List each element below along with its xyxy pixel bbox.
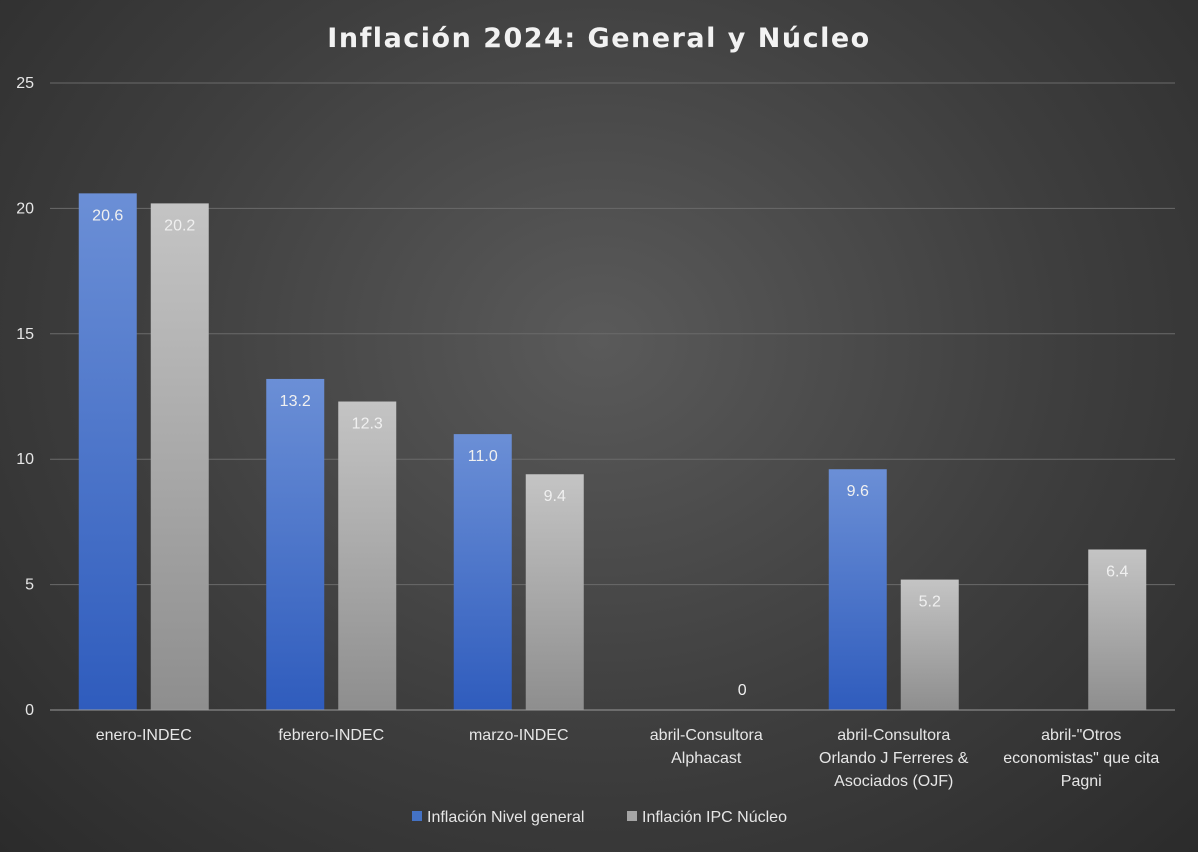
data-label: 20.2 <box>164 217 195 234</box>
legend-swatch <box>412 811 422 821</box>
chart-title: Inflación 2024: General y Núcleo <box>327 23 870 54</box>
bar <box>453 434 512 710</box>
x-category-label: Pagni <box>1061 773 1102 790</box>
data-label: 9.4 <box>544 488 566 505</box>
data-labels-layer: 20.6 20.2 13.2 12.3 11.0 9.4 0 9.6 5.2 6.4 <box>92 207 1128 699</box>
x-category-label: Orlando J Ferreres & <box>819 750 969 767</box>
x-category-label: febrero-INDEC <box>278 727 384 744</box>
data-label: 6.4 <box>1106 563 1128 580</box>
legend-label: Inflación Nivel general <box>427 809 584 826</box>
x-category-label: enero-INDEC <box>96 727 192 744</box>
data-label: 11.0 <box>468 448 498 465</box>
grid-layer <box>50 82 1175 586</box>
legend: Inflación Nivel general Inflación IPC Núc… <box>412 809 787 826</box>
bar <box>150 203 209 710</box>
bar <box>338 401 397 710</box>
data-label: 13.2 <box>280 393 311 410</box>
y-tick-label: 15 <box>16 326 34 343</box>
bars-layer <box>78 193 1147 711</box>
bar <box>1088 549 1147 710</box>
bar <box>78 193 137 711</box>
y-tick-label: 5 <box>25 577 34 594</box>
x-category-label: Alphacast <box>671 750 742 767</box>
data-label: 5.2 <box>919 594 941 611</box>
y-tick-label: 0 <box>25 702 34 719</box>
bar <box>266 378 325 710</box>
y-tick-label: 20 <box>16 200 34 217</box>
y-tick-label: 10 <box>16 451 34 468</box>
x-category-label: marzo-INDEC <box>469 727 569 744</box>
x-category-label: Asociados (OJF) <box>834 773 953 790</box>
bar <box>900 579 959 710</box>
legend-label: Inflación IPC Núcleo <box>642 809 787 826</box>
bar <box>828 469 887 710</box>
data-label: 20.6 <box>92 207 123 224</box>
x-category-label: abril-"Otros <box>1041 727 1121 744</box>
legend-swatch <box>627 811 637 821</box>
x-category-label: abril-Consultora <box>837 727 950 744</box>
axis-layer: 0 5 10 15 20 25 enero-INDEC febrero-INDEC marzo-… <box>16 75 1175 790</box>
bar <box>525 474 584 710</box>
x-category-label: abril-Consultora <box>650 727 763 744</box>
data-label: 9.6 <box>847 483 869 500</box>
data-label: 0 <box>738 682 747 699</box>
x-category-label: economistas" que cita <box>1003 750 1159 767</box>
y-tick-label: 25 <box>16 75 34 92</box>
data-label: 12.3 <box>352 416 383 433</box>
